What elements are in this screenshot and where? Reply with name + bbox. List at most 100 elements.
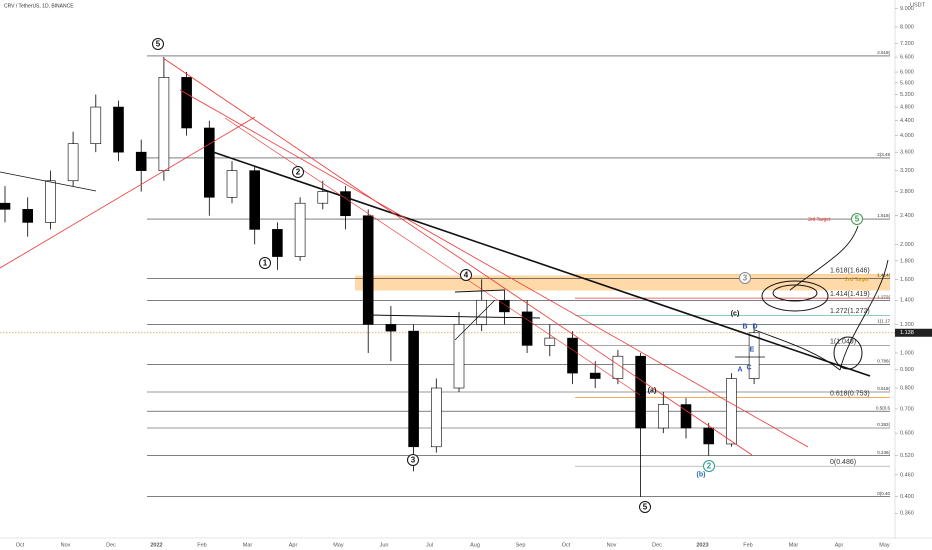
x-tick-label: Jun (380, 542, 389, 548)
y-tick-label: 6.600 (900, 55, 914, 61)
y-tick-label: 8.000 (900, 24, 914, 30)
wave-label: 5 (156, 40, 161, 49)
wave-label: 1 (263, 259, 268, 268)
wave-circle (152, 38, 164, 50)
x-tick-label: 2023 (696, 542, 708, 548)
y-tick-label: 5.200 (900, 92, 914, 98)
fib-extension-label: 1(1.049) (830, 338, 856, 345)
wave-label: D (752, 323, 757, 330)
candle-body (362, 215, 374, 325)
price-label: 1.138 (900, 330, 914, 336)
trendline (454, 289, 506, 293)
candle-body (680, 404, 692, 429)
candle-body (408, 330, 419, 448)
y-tick-label: 0.460 (900, 472, 914, 478)
channel-line (0, 116, 256, 269)
y-tick-label: 3.600 (900, 150, 914, 156)
fib-extension-label: 0.618(0.753) (830, 390, 870, 397)
wave-circle (639, 501, 651, 513)
y-tick-label: 0.400 (900, 494, 914, 500)
fib-label: 1.272( (877, 294, 890, 299)
x-tick-label: May (333, 542, 344, 548)
candle-body (340, 191, 351, 217)
trendline (454, 299, 496, 341)
channel-line (162, 57, 753, 456)
wave-label: 3 (743, 274, 748, 283)
wave-circle (851, 213, 863, 225)
fib-label: 0.5(0.6 (876, 405, 891, 410)
fib-label: 0.382( (877, 422, 890, 427)
y-tick-label: 7.200 (900, 41, 914, 47)
fib-extension-label: 0(0.486) (830, 459, 856, 466)
wave-circle (407, 454, 419, 466)
x-tick-label: Apr (835, 542, 844, 548)
wave-label: 2nd Target (845, 277, 869, 283)
wave-circle (739, 272, 751, 284)
channel-line (224, 117, 641, 396)
wave-label: C (746, 364, 751, 371)
candle-body (0, 202, 11, 210)
x-tick-label: Mar (789, 542, 799, 548)
candle-body (317, 191, 329, 204)
channel-line (179, 89, 809, 448)
y-tick-label: 4.000 (900, 133, 914, 139)
candle-body (703, 427, 715, 445)
trendline (0, 171, 97, 192)
fib-label: 0.236( (877, 450, 890, 455)
wave-label: 2 (296, 168, 301, 177)
candle-body (657, 404, 669, 429)
x-tick-label: Nov (607, 542, 617, 548)
candle-body (385, 324, 397, 332)
hand-drawn-circle (772, 284, 818, 302)
wave-label: 4 (464, 271, 469, 280)
fib-extension-label: 1.618(1.646) (830, 268, 870, 275)
y-tick-label: 4.800 (900, 105, 914, 111)
trendline (369, 314, 541, 319)
x-tick-label: Nov (61, 542, 71, 548)
y-tick-label: 5.600 (900, 80, 914, 86)
y-tick-label: 6.000 (900, 70, 914, 76)
candle-body (567, 337, 578, 374)
candle-body (135, 151, 147, 171)
y-tick-label: 1.600 (900, 277, 914, 283)
wave-label: 5 (855, 215, 860, 224)
candle-body (158, 77, 170, 171)
y-tick-label: 1.400 (900, 298, 914, 304)
currency: USDT (910, 2, 926, 8)
x-tick-label: Aug (470, 542, 480, 548)
target-zone (355, 275, 890, 291)
x-tick-label: Oct (562, 542, 571, 548)
x-tick-label: Dec (652, 542, 662, 548)
fib-label: 2.618( (877, 50, 890, 55)
x-tick-label: Oct (16, 542, 25, 548)
wave-label: 3rd Target (808, 217, 831, 223)
projection-path (754, 225, 889, 371)
candles (0, 57, 760, 497)
y-tick-label: 0.520 (900, 453, 914, 459)
wave-label: (a) (648, 387, 657, 394)
y-tick-label: 2.000 (900, 242, 914, 248)
candle-body (90, 106, 102, 144)
candle-body (635, 355, 646, 429)
candle-body (204, 127, 215, 198)
x-tick-label: Feb (197, 542, 206, 548)
y-tick-label: 1.800 (900, 258, 914, 264)
x-tick-label: May (879, 542, 890, 548)
wave-label: 3 (411, 456, 416, 465)
x-tick-label: Feb (743, 542, 752, 548)
candle-body (589, 372, 601, 379)
wave-label: B (742, 323, 747, 330)
candle-body (226, 170, 238, 198)
price-label-box (895, 328, 932, 337)
candle-body (181, 77, 192, 129)
y-tick-label: 0.800 (900, 385, 914, 391)
y-tick-label: 2.400 (900, 213, 914, 219)
candle-body (430, 387, 442, 448)
y-tick-label: 0.700 (900, 406, 914, 412)
candle-body (294, 202, 306, 257)
fib-label: 0.618( (877, 386, 890, 391)
wave-label: (b) (697, 471, 706, 478)
y-tick-label: 4.400 (900, 118, 914, 124)
hand-drawn-circle (833, 336, 863, 370)
